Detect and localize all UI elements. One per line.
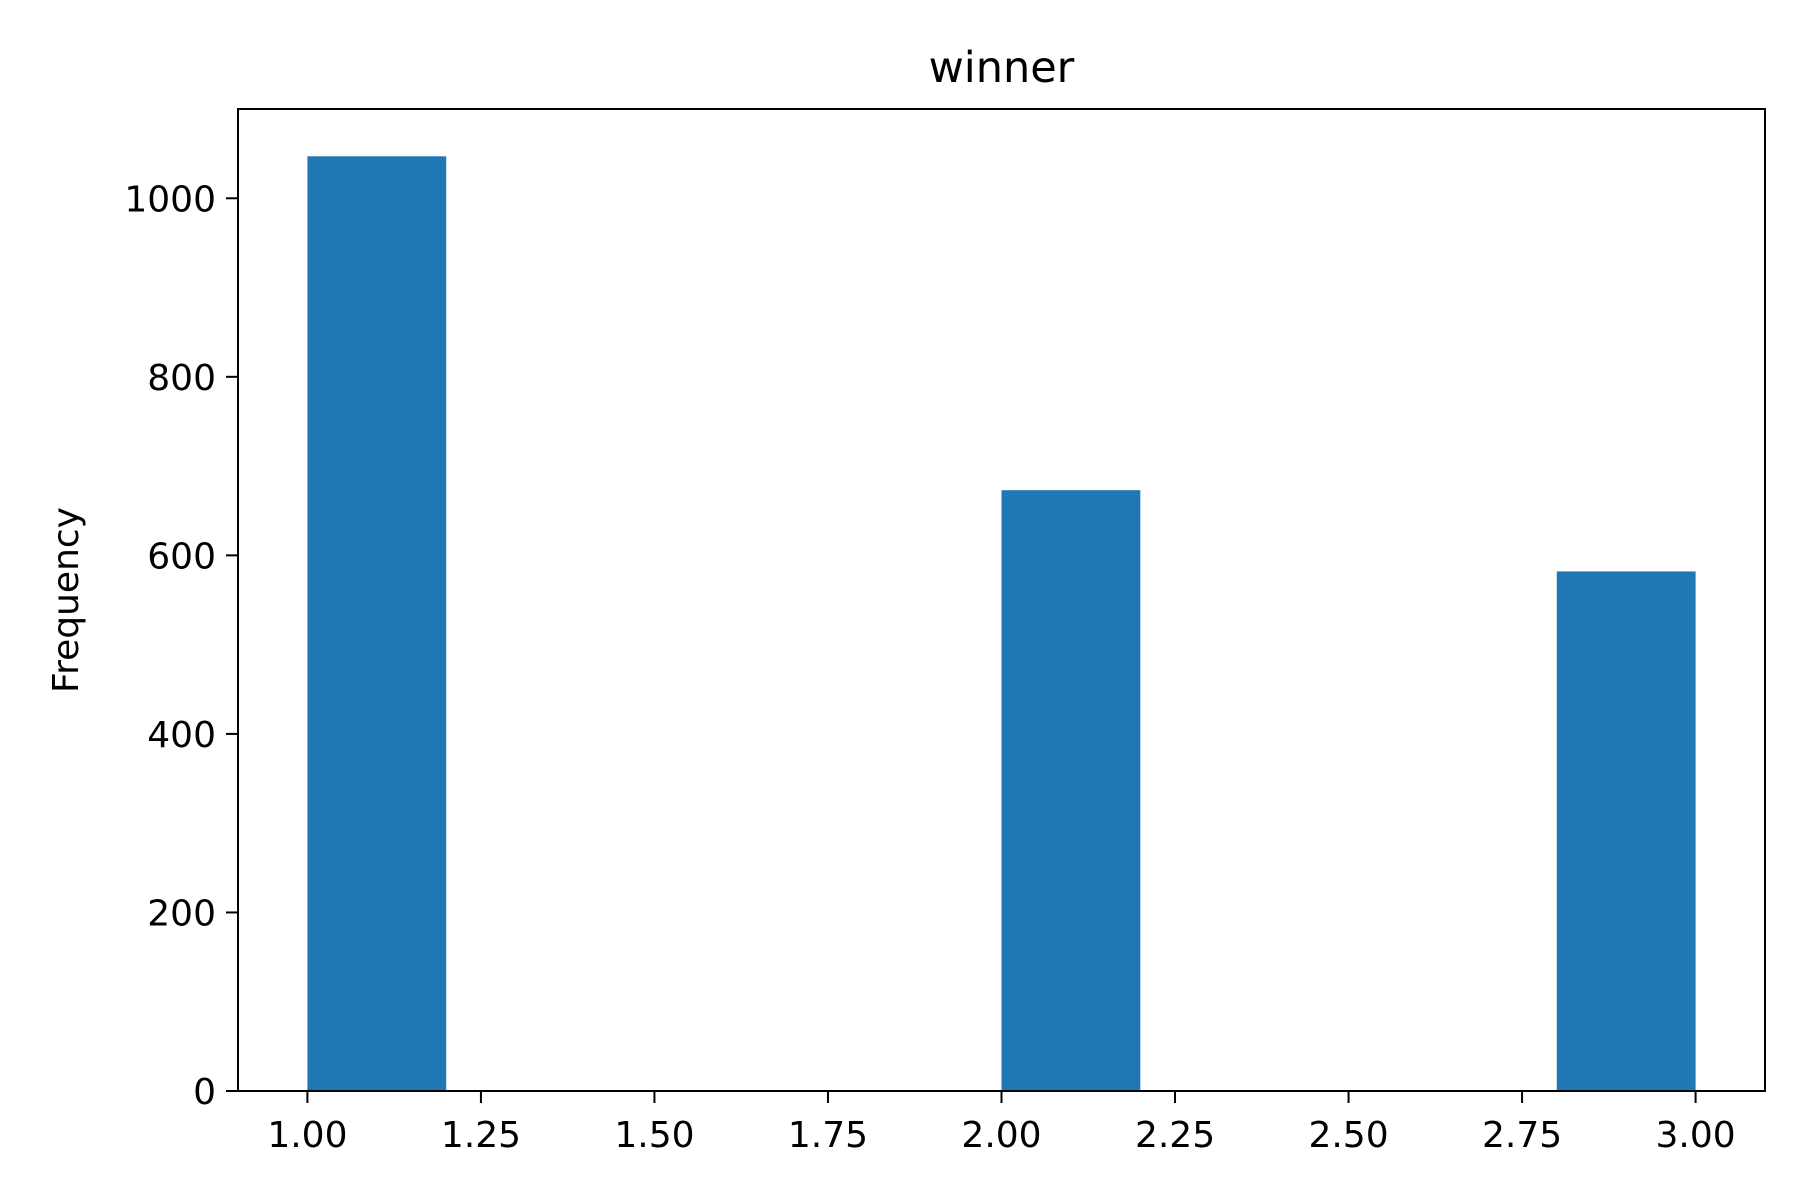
y-tick-label: 600: [147, 536, 216, 577]
bars-layer: [307, 156, 1696, 1091]
histogram-bar-1: [307, 156, 447, 1091]
y-axis-label: Frequency: [46, 507, 87, 693]
x-tick-label: 2.00: [961, 1115, 1041, 1156]
y-tick-label: 0: [193, 1072, 216, 1113]
x-tick-label: 1.25: [441, 1115, 521, 1156]
x-tick-label: 2.75: [1482, 1115, 1562, 1156]
x-tick-label: 2.50: [1308, 1115, 1388, 1156]
histogram-bar-3: [1556, 571, 1696, 1091]
y-tick-label: 1000: [124, 179, 216, 220]
chart-title: winner: [929, 43, 1075, 93]
x-tick-label: 1.00: [267, 1115, 347, 1156]
y-tick-label: 200: [147, 893, 216, 934]
x-tick-label: 3.00: [1656, 1115, 1736, 1156]
y-tick-label: 400: [147, 715, 216, 756]
x-tick-label: 2.25: [1135, 1115, 1215, 1156]
x-tick-label: 1.50: [614, 1115, 694, 1156]
y-tick-label: 800: [147, 358, 216, 399]
ticks-layer: 1.00 1.25 1.50 1.75 2.00 2.25 2.50 2.75 3.00 0 200…: [124, 179, 1735, 1156]
histogram-bar-2: [1001, 490, 1141, 1091]
x-tick-label: 1.75: [788, 1115, 868, 1156]
